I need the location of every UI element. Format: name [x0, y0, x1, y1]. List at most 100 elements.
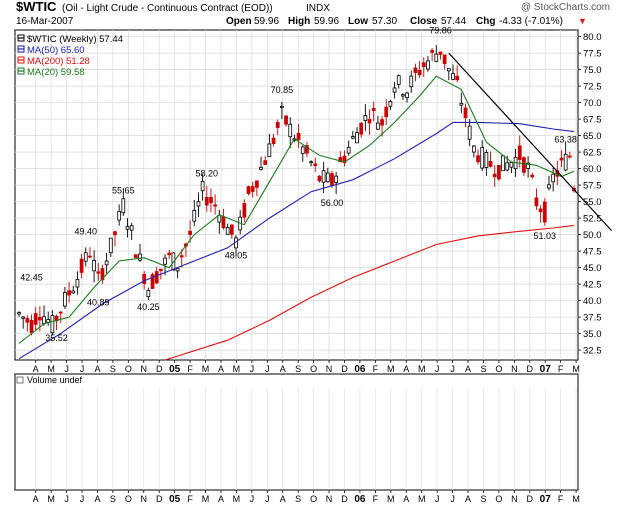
x-tick-label: N: [511, 364, 518, 374]
candle-body: [175, 268, 180, 272]
candle-body: [321, 170, 326, 183]
candle-body: [42, 316, 46, 324]
y-tick-label: 52.5: [583, 214, 602, 225]
candle-body: [522, 157, 526, 173]
candle-body: [409, 75, 414, 88]
grid-layer: [15, 30, 578, 360]
candle-body: [288, 123, 293, 138]
x-tick-label: 05: [169, 364, 181, 375]
candle-body: [142, 273, 147, 285]
y-tick-label: 55.0: [583, 197, 602, 208]
x-tick-label: D: [341, 364, 348, 374]
close-value: 57.44: [441, 16, 466, 27]
candle-body: [79, 258, 84, 273]
candle-body: [363, 115, 368, 121]
ma-line-ma50: [18, 121, 575, 360]
x-tick-label: S: [110, 494, 116, 504]
x-tick-label: S: [295, 494, 301, 504]
low-value: 57.30: [372, 16, 397, 27]
candle-body: [213, 204, 217, 207]
price-annotation: 48.05: [225, 250, 248, 260]
y-tick-label: 45.0: [583, 263, 602, 274]
legend-entry: $WTIC (Weekly) 57.44: [27, 34, 123, 45]
symbol-title: $WTIC: [16, 0, 57, 14]
high-value: 59.96: [314, 16, 339, 27]
candle-body: [104, 260, 109, 266]
candle-body: [50, 315, 55, 334]
candle-body: [542, 201, 547, 223]
x-tick-label: M: [418, 364, 426, 374]
x-tick-label: A: [280, 494, 286, 504]
candle-body: [317, 175, 322, 182]
open-label: Open: [226, 16, 252, 27]
x-tick-label: D: [341, 494, 348, 504]
candle-body: [133, 254, 138, 258]
candle-body: [200, 180, 205, 192]
x-tick-label: O: [495, 364, 502, 374]
candle-body: [455, 75, 460, 81]
annotations-layer: 42.45 35.52 49.40 40.89 55.65 40.25 58.20 48.05…: [20, 26, 577, 344]
y-tick-label: 60.0: [583, 164, 602, 175]
volume-x-axis: A M J J A S O N D 05 F M A M J J A S O N D 06 F M A M J J A S O N D 07 F M: [33, 490, 580, 505]
x-tick-label: J: [435, 364, 440, 374]
x-tick-label: J: [265, 494, 270, 504]
candle-body: [526, 162, 530, 169]
candle-body: [108, 237, 113, 254]
candle-body: [355, 132, 359, 144]
price-panel: [14, 29, 579, 361]
candle-body: [430, 50, 434, 53]
candle-body: [167, 252, 172, 256]
x-tick-label: D: [527, 494, 534, 504]
y-tick-label: 50.0: [583, 230, 602, 241]
candle-body: [505, 162, 510, 171]
candle-body: [376, 122, 380, 130]
candle-body: [438, 51, 443, 55]
x-tick-label: A: [33, 364, 39, 374]
candle-body: [309, 161, 313, 164]
candle-body: [71, 290, 76, 294]
x-tick-label: M: [233, 364, 241, 374]
y-tick-label: 70.0: [583, 98, 602, 109]
y-tick-label: 40.0: [583, 296, 602, 307]
symbol-description: (Oil - Light Crude - Continuous Contract…: [62, 3, 273, 14]
candle-body: [346, 146, 351, 154]
chg-value: -4.33 (-7.01%): [499, 16, 563, 27]
x-tick-label: M: [387, 364, 395, 374]
candle-body: [330, 173, 334, 186]
y-tick-label: 62.5: [583, 148, 602, 159]
candle-body: [459, 102, 464, 106]
candle-body: [146, 290, 151, 298]
x-tick-label: F: [373, 494, 379, 504]
candle-body: [150, 274, 155, 289]
x-tick-label: O: [310, 494, 317, 504]
x-tick-label: 06: [354, 364, 366, 375]
candle-body: [242, 203, 247, 218]
candle-body: [367, 119, 372, 124]
x-tick-label: F: [558, 494, 564, 504]
x-tick-label: A: [280, 364, 286, 374]
x-tick-label: M: [387, 494, 395, 504]
x-tick-label: D: [156, 494, 163, 504]
candle-body: [563, 153, 568, 171]
x-tick-label: 07: [540, 494, 552, 505]
candle-body: [267, 143, 272, 158]
candle-body: [488, 160, 493, 167]
candle-body: [209, 196, 213, 204]
candle-body: [384, 106, 389, 118]
x-tick-label: D: [527, 364, 534, 374]
candle-body: [271, 137, 276, 144]
volume-grid-layer: [35, 388, 577, 490]
x-tick-label: M: [202, 364, 210, 374]
candle-body: [275, 122, 280, 128]
candle-body: [359, 122, 364, 135]
candle-body: [229, 224, 234, 235]
x-tick-label: N: [326, 494, 333, 504]
x-tick-label: N: [141, 494, 148, 504]
candle-body: [280, 105, 284, 109]
chart-date: 16-Mar-2007: [16, 16, 74, 27]
candle-body: [559, 157, 564, 161]
candle-body: [33, 313, 38, 325]
x-tick-label: F: [558, 364, 564, 374]
candle-body: [217, 214, 222, 223]
candle-body: [63, 292, 67, 307]
